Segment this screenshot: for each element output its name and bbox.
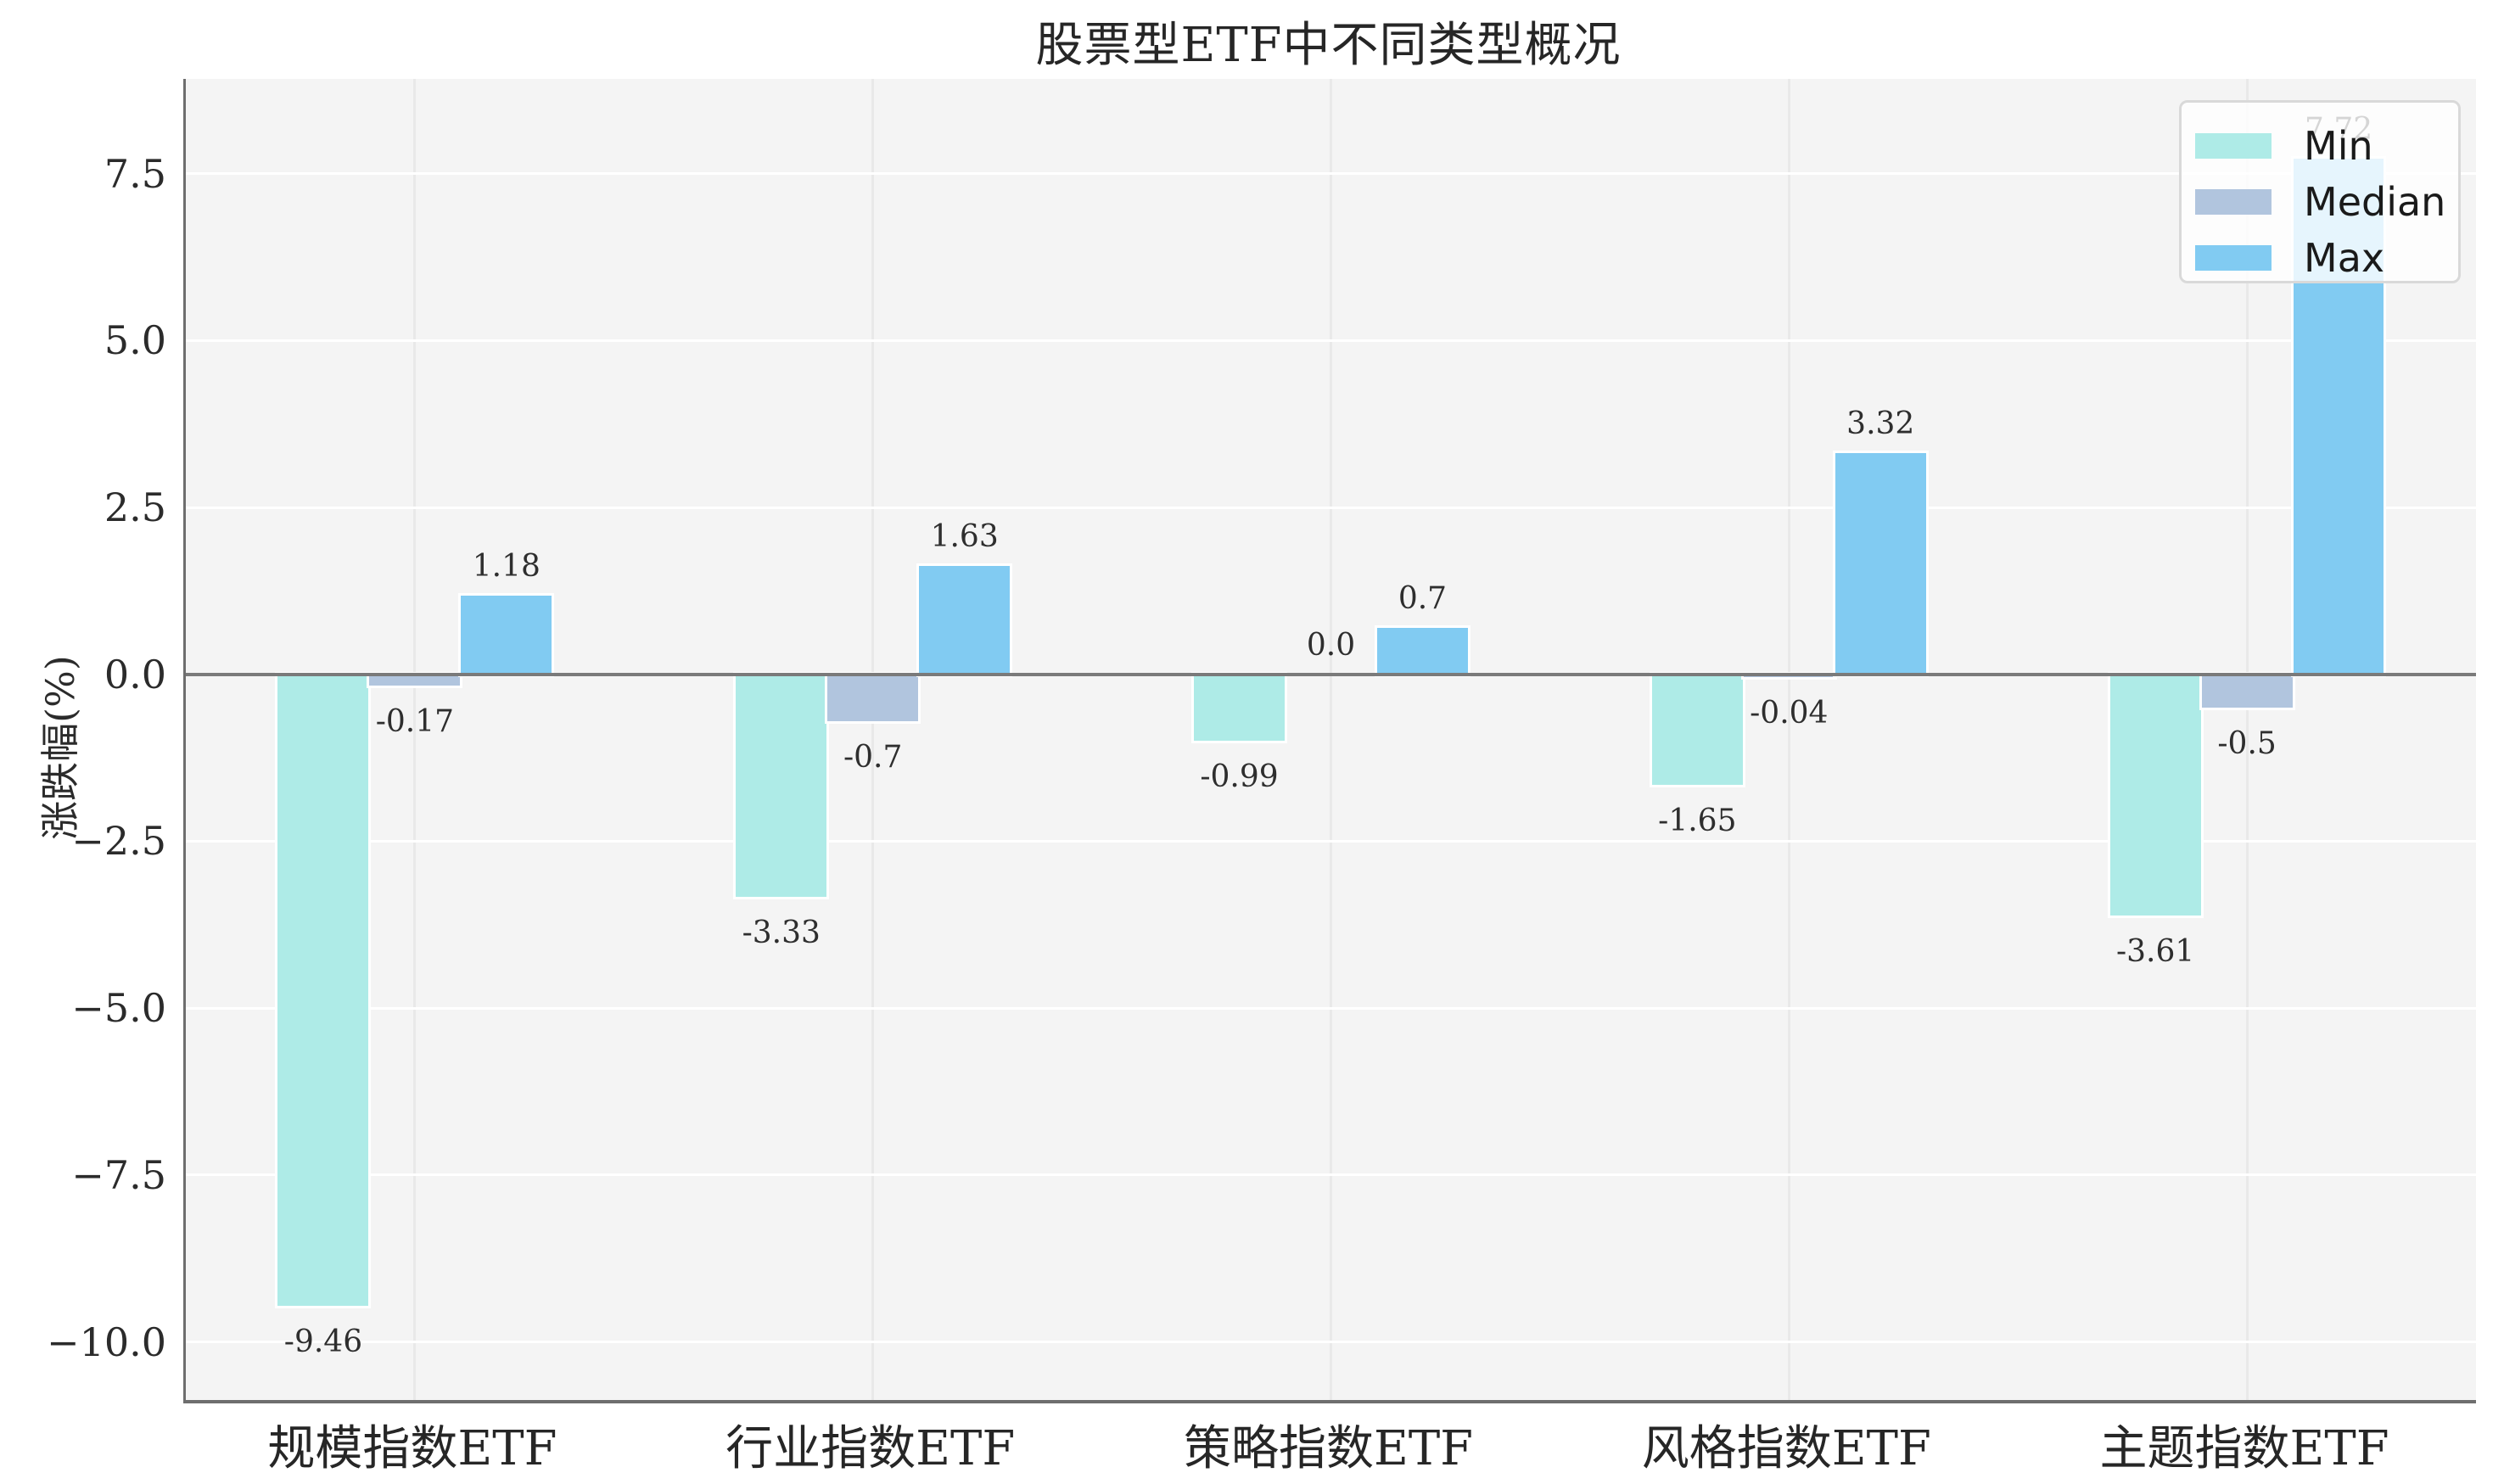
max-bar — [1375, 624, 1470, 677]
max-value-label: 0.7 — [1398, 580, 1448, 616]
min-legend-swatch — [2195, 133, 2272, 159]
min-value-label: -3.33 — [742, 915, 821, 950]
max-value-label: 1.63 — [930, 518, 999, 554]
horizontal-gridline — [186, 1006, 2476, 1010]
median-value-label: 0.0 — [1306, 627, 1356, 663]
median-bar — [2199, 671, 2295, 711]
median-bar — [825, 671, 921, 724]
vertical-gridline — [2245, 79, 2249, 1400]
median-value-label: -0.17 — [375, 704, 455, 740]
y-axis-label: 涨跌幅(%) — [37, 655, 83, 840]
y-tick-label: −10.0 — [47, 1319, 166, 1365]
legend: Min Median Max — [2179, 100, 2461, 283]
y-tick-label: 7.5 — [104, 150, 166, 197]
x-tick-label: 行业指数ETF — [725, 1421, 1016, 1476]
min-bar — [275, 671, 372, 1309]
median-legend-label: Median — [2304, 179, 2446, 225]
vertical-gridline — [1787, 79, 1790, 1400]
vertical-gridline — [1330, 79, 1332, 1400]
min-value-label: -3.61 — [2115, 933, 2195, 969]
chart-title: 股票型ETF中不同类型概况 — [1035, 18, 1622, 73]
min-bar — [733, 671, 830, 899]
horizontal-gridline — [186, 839, 2476, 843]
y-tick-label: 5.0 — [104, 317, 166, 364]
y-tick-label: −2.5 — [71, 818, 166, 865]
y-tick-label: −5.0 — [71, 985, 166, 1032]
x-tick-label: 策略指数ETF — [1183, 1421, 1474, 1476]
median-value-label: -0.7 — [843, 739, 903, 775]
plot-area: -9.46 -3.33 -0.99 -1.65 -3.61 -0.17 -0.7 0.0 -0.… — [183, 79, 2476, 1403]
max-bar — [916, 563, 1013, 677]
median-value-label: -0.5 — [2217, 726, 2277, 762]
min-bar — [2107, 671, 2204, 918]
y-tick-label: −7.5 — [71, 1151, 166, 1198]
max-bar — [458, 592, 555, 677]
max-legend-label: Max — [2304, 235, 2385, 281]
min-bar — [1649, 671, 1745, 787]
legend-row: Max — [2182, 230, 2458, 286]
y-tick-label: 2.5 — [104, 484, 166, 531]
x-tick-label: 主题指数ETF — [2099, 1421, 2389, 1476]
x-tick-label: 风格指数ETF — [1641, 1421, 1931, 1476]
min-value-label: -0.99 — [1200, 759, 1279, 794]
horizontal-gridline — [186, 1173, 2476, 1177]
max-value-label: 3.32 — [1846, 406, 1915, 441]
median-value-label: -0.04 — [1750, 695, 1829, 731]
vertical-gridline — [413, 79, 417, 1400]
horizontal-gridline — [186, 506, 2476, 509]
zero-line — [186, 672, 2476, 676]
y-tick-label: 0.0 — [104, 651, 166, 697]
max-value-label: 1.18 — [472, 548, 541, 584]
legend-row: Median — [2182, 174, 2458, 230]
vertical-gridline — [871, 79, 875, 1400]
min-value-label: -9.46 — [283, 1324, 363, 1360]
x-tick-label: 规模指数ETF — [267, 1421, 557, 1476]
horizontal-gridline — [186, 1341, 2476, 1344]
max-bar — [1832, 450, 1929, 677]
legend-row: Min — [2182, 118, 2458, 174]
min-value-label: -1.65 — [1658, 803, 1737, 838]
horizontal-gridline — [186, 172, 2476, 176]
horizontal-gridline — [186, 339, 2476, 342]
max-legend-swatch — [2195, 245, 2272, 271]
median-legend-swatch — [2195, 189, 2272, 215]
min-bar — [1191, 671, 1287, 743]
median-bar — [367, 671, 463, 689]
min-legend-label: Min — [2304, 123, 2373, 169]
